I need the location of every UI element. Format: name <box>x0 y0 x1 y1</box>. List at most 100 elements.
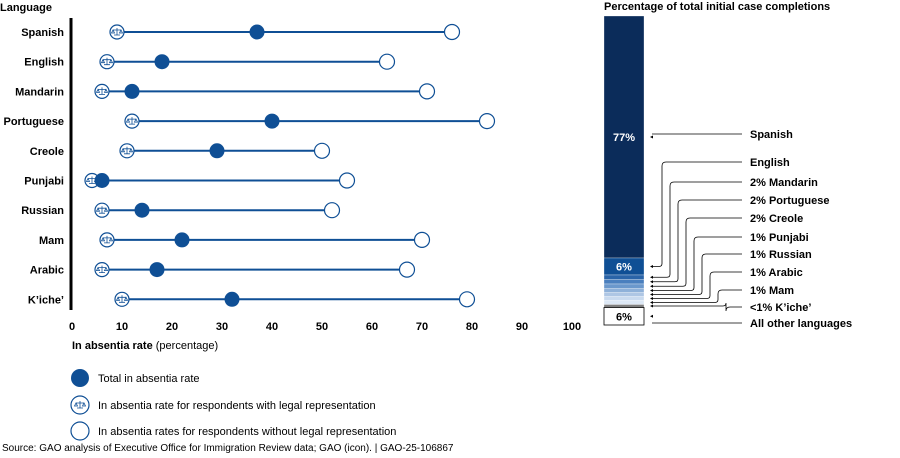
total-rate-point <box>149 262 165 278</box>
leader-arrowhead <box>650 280 653 284</box>
total-rate-point <box>154 54 170 70</box>
segment-label: 1% Russian <box>750 249 812 261</box>
legal-representation-point-glyph <box>100 57 114 66</box>
category-label: English <box>24 57 64 69</box>
category-label: Russian <box>21 205 64 217</box>
bar-segment <box>603 304 645 308</box>
leader-line <box>652 217 742 287</box>
segment-value-label: 77% <box>613 132 635 144</box>
category-label: Punjabi <box>24 176 64 188</box>
category-label: Mam <box>39 235 64 247</box>
legend-legal-label: In absentia rate for respondents with le… <box>98 400 376 412</box>
category-label: Creole <box>30 146 64 158</box>
x-axis-label: In absentia rate (percentage) <box>72 340 218 352</box>
leader-line <box>652 181 742 278</box>
leader-line <box>652 199 742 283</box>
total-rate-point <box>134 202 150 218</box>
legal-representation-point-glyph <box>95 206 109 214</box>
no-representation-point <box>398 261 416 278</box>
leader-arrowhead <box>650 304 653 308</box>
total-rate-point <box>124 83 140 99</box>
segment-label: 1% Punjabi <box>750 232 809 244</box>
x-tick-label: 30 <box>216 321 228 333</box>
category-label: Mandarin <box>15 86 64 98</box>
legend-total-marker <box>71 369 89 387</box>
leader-arrowhead <box>650 301 653 304</box>
no-representation-point <box>443 23 461 41</box>
no-representation-point <box>378 53 396 70</box>
segment-value-label: 6% <box>616 311 632 323</box>
legend-legal-marker-glyph <box>73 401 87 409</box>
x-tick-label: 80 <box>466 321 478 333</box>
x-tick-label: 40 <box>266 321 278 333</box>
x-tick-label: 70 <box>416 321 428 333</box>
bar-segment <box>603 283 645 289</box>
source-note: Source: GAO analysis of Executive Office… <box>2 443 454 454</box>
no-representation-point <box>313 142 331 159</box>
bar-segment <box>603 292 645 297</box>
leader-arrowhead <box>650 284 653 288</box>
x-tick-label: 50 <box>316 321 328 333</box>
total-rate-point <box>174 232 190 248</box>
no-representation-point <box>418 83 436 100</box>
chart-title: Language <box>0 2 52 14</box>
leader-line <box>652 253 742 295</box>
segment-label: 2% Creole <box>750 213 803 225</box>
bar-segment <box>603 307 645 326</box>
leader-arrowhead <box>650 289 653 292</box>
legal-representation-point-glyph <box>125 117 139 125</box>
leader-line <box>652 302 742 312</box>
segment-label: All other languages <box>750 318 852 330</box>
leader-line <box>652 271 742 299</box>
leader-arrowhead <box>650 275 653 279</box>
leader-line <box>652 236 742 291</box>
leader-arrowhead <box>650 297 653 300</box>
no-representation-point <box>338 172 356 189</box>
bar-segment <box>603 279 645 285</box>
x-tick-label: 10 <box>116 321 128 333</box>
total-rate-point <box>264 113 280 129</box>
legend-total-label: Total in absentia rate <box>98 373 200 385</box>
stacked-bar-title: Percentage of total initial case complet… <box>604 1 830 13</box>
bar-segment <box>603 300 645 305</box>
legend-no-rep-label: In absentia rates for respondents withou… <box>98 426 396 438</box>
no-representation-point <box>458 291 476 308</box>
bar-segment <box>603 15 645 259</box>
segment-label: 2% Portuguese <box>750 195 829 207</box>
segment-label: <1% K’iche’ <box>750 302 811 314</box>
legal-representation-point-glyph <box>95 265 109 273</box>
total-rate-point <box>224 291 240 307</box>
legal-representation-point-glyph <box>115 295 129 303</box>
x-tick-label: 0 <box>69 321 75 333</box>
no-representation-point <box>323 202 341 219</box>
category-label: Arabic <box>30 265 64 277</box>
leader-line <box>652 289 742 303</box>
segment-label: English <box>750 157 790 169</box>
category-label: K’iche’ <box>28 294 64 306</box>
segment-label: 1% Mam <box>750 285 794 297</box>
leader-arrowhead <box>650 265 653 268</box>
category-label: Spanish <box>21 27 64 39</box>
no-representation-point <box>413 231 431 248</box>
leader-arrowhead <box>650 135 653 139</box>
total-rate-point <box>209 143 225 159</box>
leader-line <box>652 161 742 267</box>
leader-arrowhead <box>650 314 653 318</box>
segment-label: 1% Arabic <box>750 267 803 279</box>
leader-arrowhead <box>650 293 653 296</box>
x-tick-label: 20 <box>166 321 178 333</box>
legal-representation-point-glyph <box>85 176 99 184</box>
legal-representation-point-glyph <box>110 28 124 36</box>
segment-label: Spanish <box>750 129 793 141</box>
legal-representation-point-glyph <box>120 146 134 155</box>
x-tick-label: 100 <box>563 321 581 333</box>
legal-representation-point-glyph <box>95 87 109 95</box>
category-label: Portuguese <box>3 116 64 128</box>
bar-segment <box>603 288 645 293</box>
legend-no-rep-marker <box>70 421 90 441</box>
bar-segment <box>603 274 645 280</box>
legal-representation-point-glyph <box>100 235 114 244</box>
total-rate-point <box>94 173 110 188</box>
no-representation-point <box>478 112 496 130</box>
